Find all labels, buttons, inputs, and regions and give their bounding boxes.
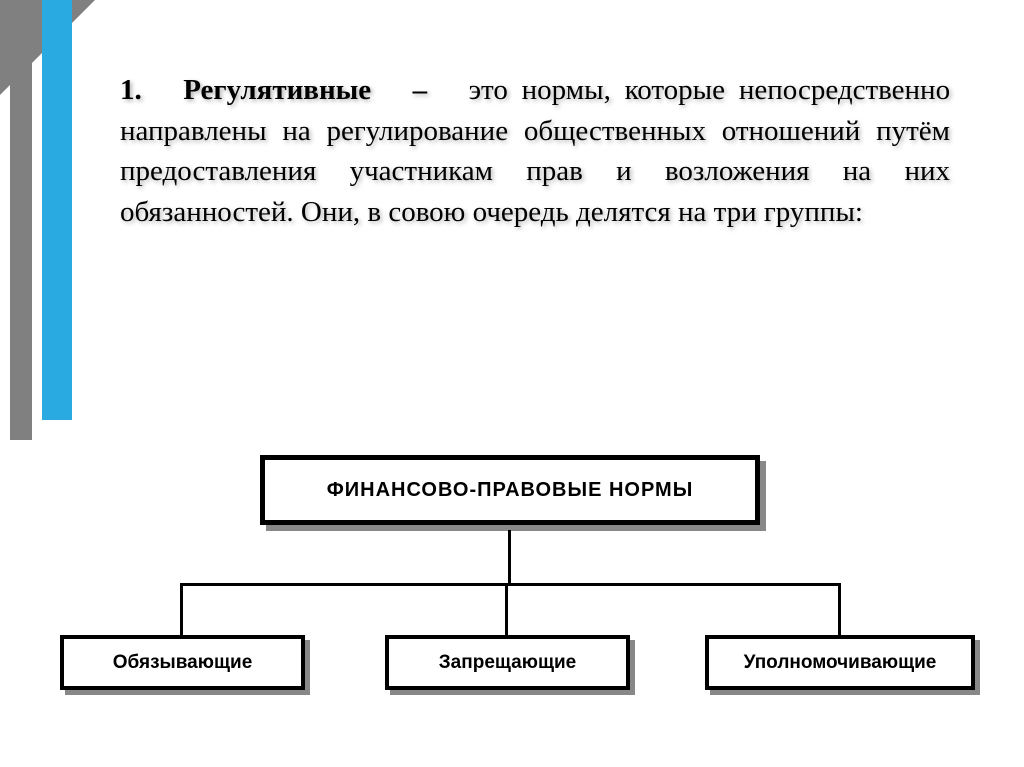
- bold-term: Регулятивные: [183, 74, 371, 106]
- item-number: 1.: [120, 74, 142, 106]
- diagram-child-label-1: Обязывающие: [113, 652, 253, 674]
- connector-left: [180, 583, 183, 635]
- diagram-root-box: ФИНАНСОВО-ПРАВОВЫЕ НОРМЫ: [260, 455, 760, 525]
- connector-right: [838, 583, 841, 635]
- diagram-child-box-3: Уполномочивающие: [705, 635, 975, 690]
- diagram-child-label-3: Уполномочивающие: [744, 652, 937, 674]
- dash: –: [413, 74, 428, 106]
- blue-stripe: [42, 0, 72, 420]
- diagram-child-box-1: Обязывающие: [60, 635, 305, 690]
- gray-stripe: [10, 0, 32, 440]
- main-text-block: 1. Регулятивные – это нормы, которые неп…: [120, 70, 950, 232]
- diagram-child-box-2: Запрещающие: [385, 635, 630, 690]
- diagram-container: ФИНАНСОВО-ПРАВОВЫЕ НОРМЫ Обязывающие Зап…: [0, 425, 1024, 725]
- connector-middle: [505, 583, 508, 635]
- connector-horizontal: [180, 583, 840, 586]
- diagram-child-label-2: Запрещающие: [439, 652, 576, 674]
- diagram-root-label: ФИНАНСОВО-ПРАВОВЫЕ НОРМЫ: [327, 479, 694, 502]
- connector-main: [508, 530, 511, 585]
